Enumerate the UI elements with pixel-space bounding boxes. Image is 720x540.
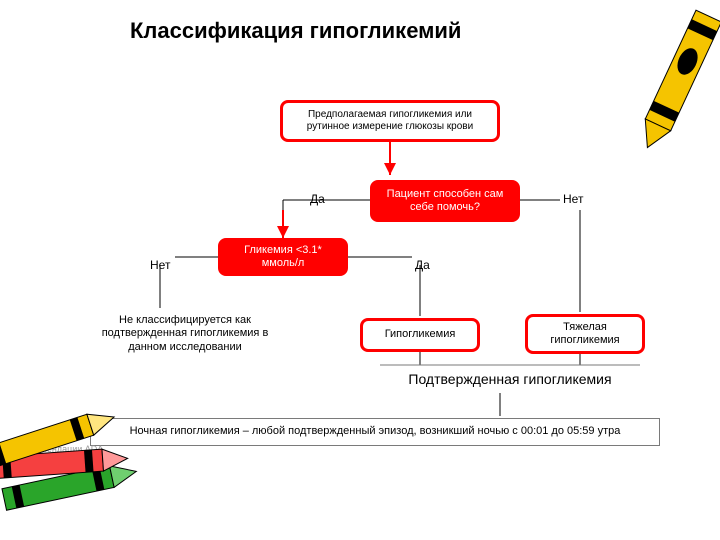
- crayon-decor-top: [620, 0, 720, 170]
- label-net2: Нет: [150, 258, 170, 272]
- label-da1: Да: [310, 192, 325, 206]
- label-net1: Нет: [563, 192, 583, 206]
- node-r_severe: Тяжелая гипогликемия: [525, 314, 645, 354]
- node-start: Предполагаемая гипогликемия или рутинное…: [280, 100, 500, 142]
- label-da2: Да: [415, 258, 430, 272]
- node-r_no: Не классифицируется как подтвержденная г…: [80, 310, 290, 358]
- node-q1: Пациент способен сам себе помочь?: [370, 180, 520, 222]
- node-confirmed: Подтвержденная гипогликемия: [375, 365, 645, 393]
- node-q2: Гликемия <3.1* ммоль/л: [218, 238, 348, 276]
- crayon-decor-bottom: [0, 410, 190, 530]
- node-r_hypo: Гипогликемия: [360, 318, 480, 352]
- page-title: Классификация гипогликемий: [130, 18, 461, 44]
